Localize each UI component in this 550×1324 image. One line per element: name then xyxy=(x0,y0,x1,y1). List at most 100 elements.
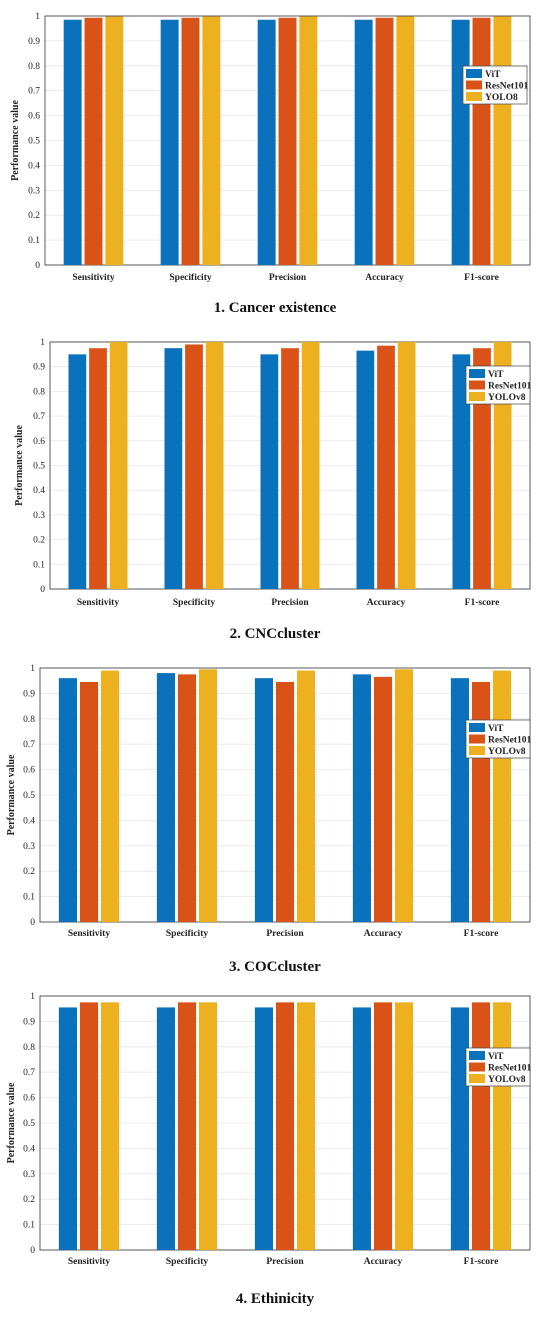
legend-swatch-resnet101 xyxy=(469,1062,485,1072)
x-tick-label: Specificity xyxy=(173,598,215,608)
legend-label: YOLOv8 xyxy=(488,1075,526,1085)
bar-resnet101 xyxy=(177,1002,197,1250)
bar-yolov8 xyxy=(199,669,218,922)
y-tick-label: 0.4 xyxy=(23,1144,35,1154)
bar-vit xyxy=(254,1007,273,1250)
y-axis-label: Performance value xyxy=(14,425,25,506)
legend-swatch-vit xyxy=(469,1051,485,1060)
y-tick-label: 0.5 xyxy=(33,462,45,472)
bar-vit xyxy=(260,354,279,589)
y-tick-label: 0.3 xyxy=(33,511,45,521)
legend-label: ResNet101 xyxy=(485,82,529,92)
bar-resnet101 xyxy=(473,348,491,589)
legend-label: YOLOv8 xyxy=(488,393,526,403)
bar-resnet101 xyxy=(471,1002,491,1250)
y-tick-label: 0.9 xyxy=(28,37,40,47)
chart-panel-2: 0 0.1 0.2 0.3 0.4 0.5 0.6 0.7 0.8 0.9 1 Sensitivity… xyxy=(0,330,550,656)
bar-yolov8 xyxy=(493,670,512,922)
bar-resnet101 xyxy=(177,674,197,922)
x-tick-label: Specificity xyxy=(169,273,211,283)
x-tick-label: Accuracy xyxy=(367,598,406,608)
bar-yolov8 xyxy=(493,1002,512,1250)
y-axis-label: Performance value xyxy=(6,1082,17,1163)
y-tick-label: 0.8 xyxy=(28,62,40,72)
chart-panel-1: 0 0.1 0.2 0.3 0.4 0.5 0.6 0.7 0.8 0.9 1 Sensitivity… xyxy=(0,0,550,330)
legend-swatch-yolov8 xyxy=(469,1074,485,1083)
y-axis-label: Performance value xyxy=(6,754,17,835)
chart-title-2: 2. CNCcluster xyxy=(229,626,321,642)
legend-swatch-yolov8 xyxy=(469,746,485,755)
chart-title-3: 3. COCcluster xyxy=(229,959,321,975)
bar-resnet101 xyxy=(79,681,99,922)
bar-chart-1: 0 0.1 0.2 0.3 0.4 0.5 0.6 0.7 0.8 0.9 1 Sensitivity… xyxy=(10,12,531,283)
y-tick-label: 0.5 xyxy=(23,791,35,801)
bar-yolo8 xyxy=(396,16,415,265)
bar-vit xyxy=(58,678,77,922)
x-tick-label: Precision xyxy=(266,1257,304,1267)
bar-chart-4: 0 0.1 0.2 0.3 0.4 0.5 0.6 0.7 0.8 0.9 1 Sensitivity… xyxy=(6,992,532,1267)
y-tick-label: 0.4 xyxy=(33,486,45,496)
bar-yolo8 xyxy=(299,16,318,265)
bar-resnet101 xyxy=(472,17,491,266)
y-tick-label: 0.6 xyxy=(23,1094,35,1104)
x-tick-label: Specificity xyxy=(166,929,208,939)
y-tick-label: 0.7 xyxy=(33,412,45,422)
bar-chart-2: 0 0.1 0.2 0.3 0.4 0.5 0.6 0.7 0.8 0.9 1 Sensitivity… xyxy=(14,338,532,608)
y-tick-label: 0.8 xyxy=(23,1043,35,1053)
y-tick-label: 0.4 xyxy=(23,816,35,826)
legend-swatch-resnet101 xyxy=(469,380,485,390)
bar-chart-3: 0 0.1 0.2 0.3 0.4 0.5 0.6 0.7 0.8 0.9 1 Sensitivity… xyxy=(6,664,532,939)
y-tick-label: 1 xyxy=(35,12,40,22)
y-tick-label: 0.1 xyxy=(33,560,45,570)
bar-vit xyxy=(352,674,371,922)
legend-label: ViT xyxy=(485,70,501,80)
bar-resnet101 xyxy=(281,348,299,589)
y-tick-label: 0.9 xyxy=(23,689,35,699)
bar-yolo8 xyxy=(105,16,124,265)
bar-yolov8 xyxy=(101,1002,120,1250)
bar-vit xyxy=(156,673,175,922)
y-tick-label: 0 xyxy=(35,261,40,271)
x-tick-label: Specificity xyxy=(166,1257,208,1267)
y-tick-label: 0.1 xyxy=(23,1221,35,1231)
bar-yolov8 xyxy=(205,342,224,589)
y-tick-label: 0.3 xyxy=(23,1170,35,1180)
bar-vit xyxy=(257,19,276,265)
bar-resnet101 xyxy=(471,681,491,922)
y-tick-label: 0.8 xyxy=(23,715,35,725)
legend-label: YOLOv8 xyxy=(488,747,526,757)
x-tick-label: Precision xyxy=(266,929,304,939)
chart-title-1: 1. Cancer existence xyxy=(213,300,337,316)
chart-panel-4: 0 0.1 0.2 0.3 0.4 0.5 0.6 0.7 0.8 0.9 1 Sensitivity… xyxy=(0,986,550,1324)
y-tick-label: 0.5 xyxy=(28,137,40,147)
bar-vit xyxy=(450,678,469,922)
legend-swatch-resnet101 xyxy=(466,80,482,90)
bar-resnet101 xyxy=(373,676,393,922)
bar-vit xyxy=(58,1007,77,1250)
bar-yolov8 xyxy=(395,1002,414,1250)
y-tick-label: 0.2 xyxy=(28,211,40,221)
bar-yolo8 xyxy=(202,16,221,265)
bar-yolov8 xyxy=(297,670,316,922)
bar-resnet101 xyxy=(377,345,395,589)
y-tick-label: 0.8 xyxy=(33,387,45,397)
y-tick-label: 0.1 xyxy=(28,236,40,246)
y-tick-label: 0.1 xyxy=(23,893,35,903)
y-tick-label: 0.6 xyxy=(28,112,40,122)
bar-resnet101 xyxy=(373,1002,393,1250)
legend-swatch-vit xyxy=(466,69,482,78)
bar-vit xyxy=(68,354,87,589)
bar-yolov8 xyxy=(395,669,414,922)
x-tick-label: Sensitivity xyxy=(68,929,110,939)
bar-resnet101 xyxy=(89,348,107,589)
y-tick-label: 0.9 xyxy=(23,1017,35,1027)
bar-vit xyxy=(452,354,471,589)
bar-yolov8 xyxy=(101,670,120,922)
y-tick-label: 0.3 xyxy=(28,186,40,196)
x-tick-label: F1-score xyxy=(465,598,500,608)
bar-vit xyxy=(354,19,373,265)
x-tick-label: Accuracy xyxy=(364,1257,403,1267)
y-tick-label: 0.7 xyxy=(23,1068,35,1078)
y-tick-label: 0 xyxy=(30,918,35,928)
bar-vit xyxy=(451,19,470,265)
